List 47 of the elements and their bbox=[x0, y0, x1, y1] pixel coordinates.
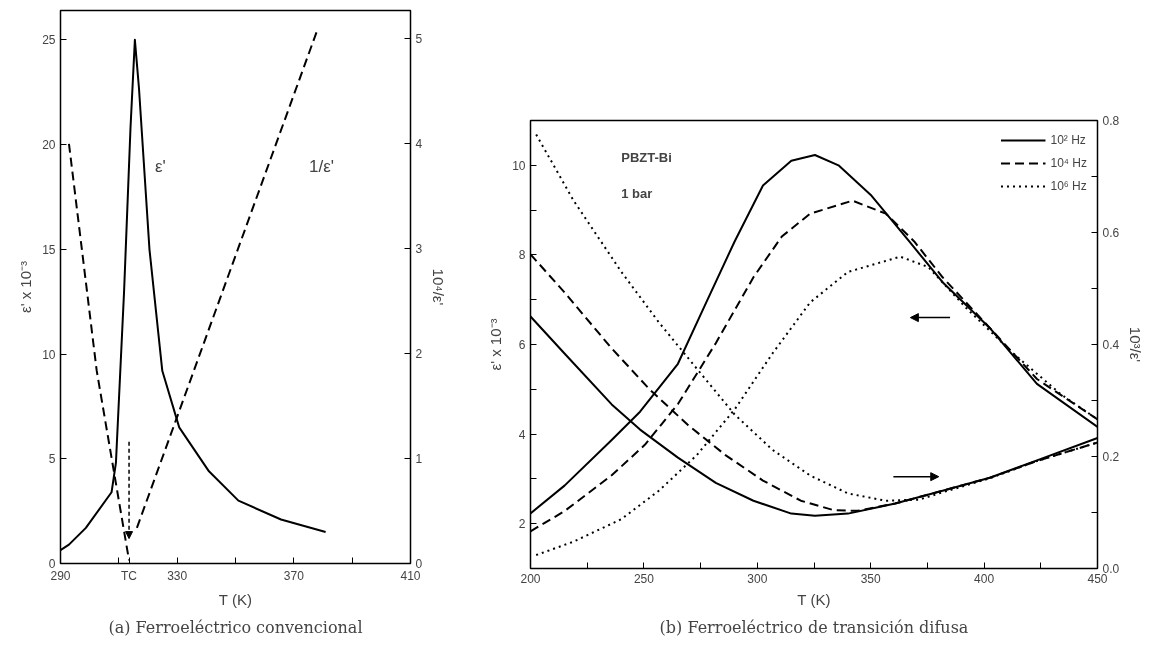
annotation: 1 bar bbox=[621, 186, 653, 202]
x-tick-label: 250 bbox=[633, 571, 655, 586]
y-tick-label: 2 bbox=[518, 517, 526, 532]
text: (a) Ferroeléctrico convencional bbox=[108, 617, 363, 637]
annotation: ε' bbox=[155, 157, 166, 177]
x-tick-label: 350 bbox=[860, 571, 882, 586]
annotation: PBZT-Bi bbox=[621, 150, 672, 166]
y2-tick-label: 3 bbox=[415, 242, 423, 257]
y2-tick-label: 0.2 bbox=[1102, 450, 1120, 464]
y-tick-label: 10 bbox=[512, 158, 526, 173]
legend-label: 10⁴ Hz bbox=[1050, 156, 1087, 170]
x-tick-label: 300 bbox=[747, 571, 768, 586]
x-axis-title: T (K) bbox=[797, 590, 831, 608]
y-tick-label: 20 bbox=[42, 138, 56, 153]
legend-label: 10² Hz bbox=[1050, 133, 1086, 147]
y-tick-label: 5 bbox=[48, 452, 56, 467]
x-tick-label: 290 bbox=[50, 568, 71, 583]
x-tick-label: 410 bbox=[400, 568, 421, 583]
y2-tick-label: 4 bbox=[415, 137, 423, 152]
text: (b) Ferroeléctrico de transición difusa bbox=[659, 617, 969, 637]
y2-tick-label: 0.4 bbox=[1102, 338, 1120, 352]
y-tick-label: 10 bbox=[42, 347, 56, 362]
y-tick-label: 8 bbox=[518, 248, 526, 263]
y-tick-label: 4 bbox=[518, 427, 526, 442]
y-axis-title: ε' x 10⁻³ bbox=[487, 318, 505, 371]
x-tick-label: 330 bbox=[167, 568, 188, 583]
y2-axis-title: 10³/ε' bbox=[1127, 326, 1145, 363]
y2-tick-label: 1 bbox=[415, 452, 423, 467]
y2-tick-label: 0.0 bbox=[1102, 562, 1120, 576]
legend-label: 10⁶ Hz bbox=[1050, 179, 1087, 193]
y-tick-label: 6 bbox=[518, 338, 526, 352]
x-tick-label: 400 bbox=[974, 571, 995, 586]
x-tick-label: 370 bbox=[283, 568, 305, 583]
y-tick-label: 0 bbox=[48, 557, 56, 571]
y2-tick-label: 0.8 bbox=[1102, 114, 1120, 128]
y2-axis-title: 10⁴/ε' bbox=[430, 268, 448, 306]
x-axis-title: T (K) bbox=[218, 590, 252, 608]
y-axis-title: ε' x 10⁻³ bbox=[17, 260, 35, 314]
y-tick-label: 15 bbox=[42, 242, 56, 257]
y2-tick-label: 5 bbox=[415, 32, 423, 47]
y2-tick-label: 0 bbox=[415, 557, 423, 571]
y-tick-label: 25 bbox=[42, 33, 56, 48]
annotation: 1/ε' bbox=[309, 157, 335, 177]
x-tick-label: 200 bbox=[520, 571, 541, 586]
y2-tick-label: 2 bbox=[415, 347, 423, 362]
x-tick-label: TC bbox=[121, 568, 138, 583]
y2-tick-label: 0.6 bbox=[1102, 226, 1120, 240]
